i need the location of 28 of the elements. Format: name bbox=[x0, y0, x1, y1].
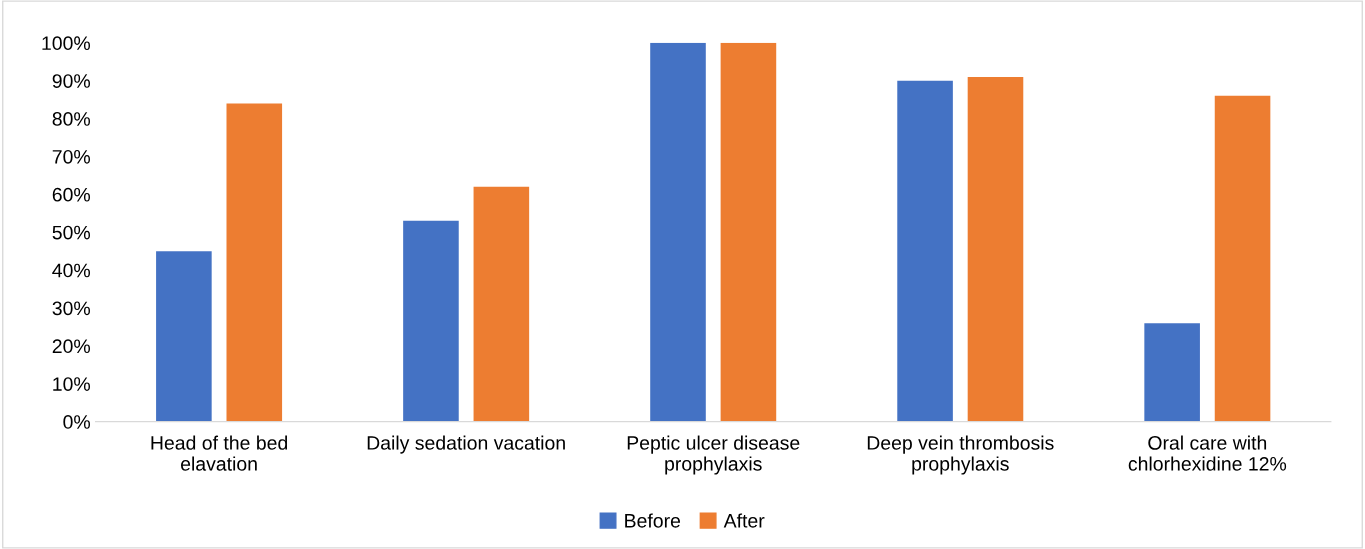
bar bbox=[1144, 323, 1200, 422]
x-tick-label: Daily sedation vacation bbox=[367, 435, 565, 454]
y-tick-label: 80% bbox=[52, 112, 90, 126]
y-tick-label: 100% bbox=[42, 36, 90, 51]
y-tick-label: 50% bbox=[52, 225, 90, 240]
y-tick-label: 20% bbox=[52, 339, 90, 354]
x-tick-label: Head of the bed elavation bbox=[151, 435, 288, 471]
bar bbox=[650, 42, 706, 422]
x-tick-label: Oral care with chlorhexidine 12% bbox=[1128, 435, 1287, 471]
y-tick-label: 40% bbox=[52, 263, 90, 278]
bar bbox=[403, 220, 459, 422]
bar bbox=[1214, 95, 1271, 422]
y-tick-label: 70% bbox=[52, 149, 90, 164]
bar bbox=[897, 80, 953, 422]
legend-label: After bbox=[723, 513, 765, 528]
bar bbox=[720, 42, 777, 422]
bar bbox=[226, 103, 283, 422]
x-tick-label: Peptic ulcer disease prophylaxis bbox=[627, 435, 800, 475]
y-tick-label: 90% bbox=[52, 74, 90, 88]
y-tick-label: 10% bbox=[53, 377, 90, 391]
y-tick-label: 30% bbox=[52, 301, 90, 316]
legend-label: Before bbox=[625, 513, 681, 528]
y-tick-label: 60% bbox=[52, 187, 90, 202]
bar bbox=[156, 251, 212, 422]
x-tick-label: Deep vein thrombosis prophylaxis bbox=[867, 435, 1054, 475]
bar bbox=[473, 186, 530, 422]
bar bbox=[967, 76, 1024, 422]
y-tick-label: 0% bbox=[63, 415, 90, 429]
